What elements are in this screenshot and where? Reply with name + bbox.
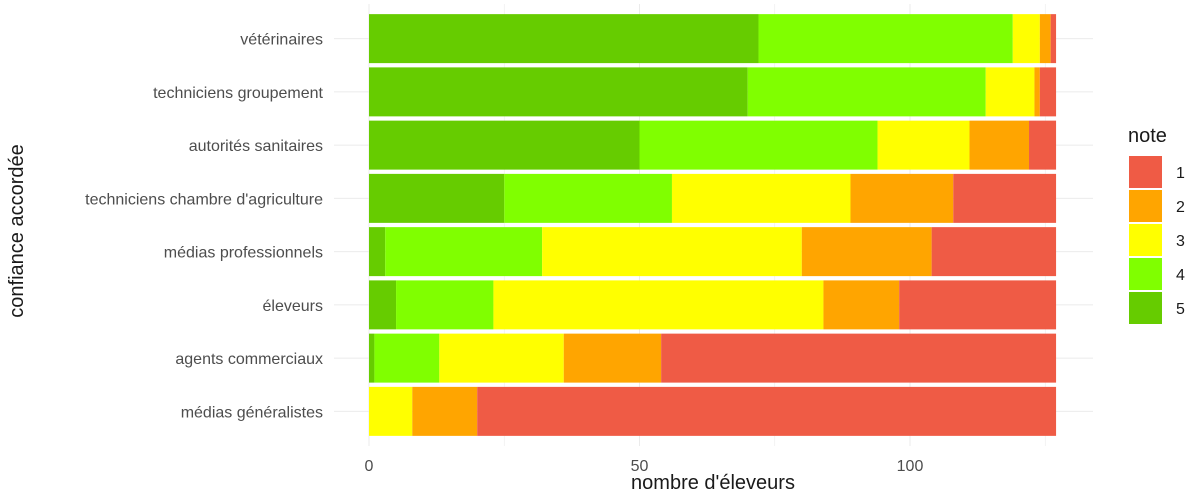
legend-swatch [1129,224,1162,256]
y-tick-label: éleveurs [263,298,323,315]
bar-segment-note-2 [850,173,954,223]
x-axis-title: nombre d'éleveurs [631,472,795,494]
y-tick-label: médias généralistes [181,404,323,421]
bar-segment-note-5 [369,280,397,330]
bar-segment-note-5 [369,227,386,277]
bar-segment-note-4 [385,227,543,277]
legend-title: note [1128,125,1167,147]
bar-segment-note-3 [877,120,970,170]
bar-segment-note-4 [747,67,986,117]
legend-label: 4 [1176,267,1185,284]
legend-swatch [1129,190,1162,222]
x-tick-label: 0 [365,458,374,475]
bar-segment-note-1 [1029,120,1057,170]
legend: note 1 2 3 4 5 [1128,125,1185,324]
bar-segment-note-1 [1050,14,1057,64]
bar-segment-note-3 [493,280,824,330]
y-tick-labels: vétérinaires techniciens groupement autori… [85,32,323,422]
x-tick-label: 50 [631,458,649,475]
legend-swatch [1129,258,1162,290]
y-tick-label: autorités sanitaires [189,138,323,155]
legend-label: 1 [1176,165,1185,182]
bar-segment-note-3 [985,67,1035,117]
bar-segment-note-1 [1039,67,1057,117]
x-tick-labels: 0 50 100 [365,458,924,475]
bar-segment-note-2 [412,386,478,436]
bar-segment-note-5 [369,173,505,223]
y-axis-title: confiance accordée [6,144,28,317]
legend-swatch [1129,156,1162,188]
bar-segment-note-4 [639,120,878,170]
y-tick-label: vétérinaires [240,32,323,49]
bar-segment-note-5 [369,14,759,64]
bars [369,14,1057,436]
x-tick-label: 100 [897,458,924,475]
bar-segment-note-1 [953,173,1057,223]
bar-segment-note-5 [369,67,748,117]
bar-segment-note-3 [369,386,413,436]
y-tick-label: agents commerciaux [175,351,323,368]
bar-segment-note-2 [823,280,900,330]
bar-segment-note-2 [801,227,932,277]
legend-swatch [1129,292,1162,324]
y-tick-label: médias professionnels [164,245,323,262]
y-tick-label: techniciens groupement [153,85,323,102]
bar-segment-note-4 [374,333,440,383]
bar-segment-note-2 [1034,67,1040,117]
bar-segment-note-2 [563,333,662,383]
bar-segment-note-4 [396,280,494,330]
bar-segment-note-2 [1039,14,1051,64]
bar-segment-note-3 [1012,14,1040,64]
bar-segment-note-3 [671,173,851,223]
bar-segment-note-5 [369,120,640,170]
bar-segment-note-3 [542,227,802,277]
bar-segment-note-1 [899,280,1057,330]
bar-segment-note-3 [439,333,564,383]
bar-segment-note-5 [369,333,375,383]
bar-segment-note-2 [969,120,1030,170]
bar-segment-note-1 [477,386,1057,436]
bar-segment-note-1 [931,227,1057,277]
y-tick-label: techniciens chambre d'agriculture [85,191,323,208]
bar-segment-note-4 [758,14,1013,64]
bar-segment-note-4 [504,173,672,223]
bar-segment-note-1 [661,333,1057,383]
legend-label: 5 [1176,301,1185,318]
legend-label: 3 [1176,233,1185,250]
legend-label: 2 [1176,199,1185,216]
